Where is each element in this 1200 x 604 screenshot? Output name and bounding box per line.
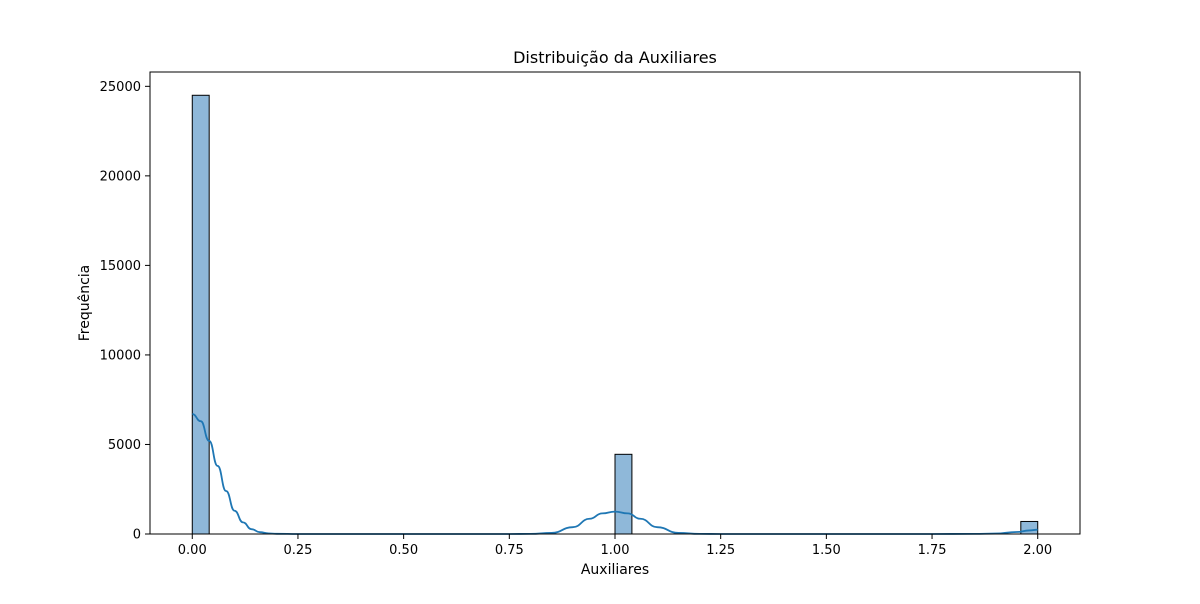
x-tick-label: 0.50 [389, 543, 418, 558]
y-tick-label: 0 [133, 528, 141, 543]
x-tick-label: 1.00 [601, 543, 630, 558]
x-tick-label: 1.25 [706, 543, 735, 558]
x-tick-label: 0.75 [495, 543, 524, 558]
x-tick-label: 2.00 [1023, 543, 1052, 558]
x-tick-label: 0.25 [283, 543, 312, 558]
histogram-bar [191, 94, 210, 535]
x-tick-label: 1.75 [918, 543, 947, 558]
x-tick-label: 0.00 [178, 543, 207, 558]
y-tick-label: 15000 [100, 259, 141, 274]
histogram-bar [1020, 520, 1039, 535]
x-axis-label: Auxiliares [581, 562, 649, 578]
y-tick-label: 20000 [100, 169, 141, 184]
x-tick-label: 1.50 [812, 543, 841, 558]
y-tick-label: 5000 [108, 438, 141, 453]
y-axis-label: Frequência [77, 265, 93, 342]
histogram-bar [614, 453, 633, 535]
y-tick-label: 10000 [100, 348, 141, 363]
y-tick-label: 25000 [100, 80, 141, 95]
chart-title: Distribuição da Auxiliares [513, 48, 717, 67]
